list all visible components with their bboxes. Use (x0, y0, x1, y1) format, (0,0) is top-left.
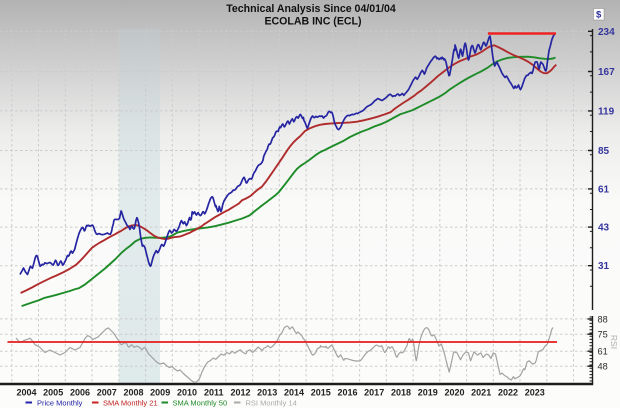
svg-text:2015: 2015 (311, 388, 331, 398)
svg-text:SMA Monthly 21: SMA Monthly 21 (103, 399, 158, 408)
svg-text:RSI Monthly 14: RSI Monthly 14 (246, 399, 297, 408)
svg-text:2023: 2023 (525, 388, 545, 398)
svg-text:2016: 2016 (337, 388, 357, 398)
svg-text:2012: 2012 (230, 388, 250, 398)
svg-text:$: $ (596, 10, 602, 21)
svg-text:2017: 2017 (364, 388, 384, 398)
svg-text:2014: 2014 (284, 388, 304, 398)
svg-text:2006: 2006 (70, 388, 90, 398)
svg-text:31: 31 (598, 261, 610, 272)
svg-text:2005: 2005 (43, 388, 63, 398)
svg-text:2004: 2004 (16, 388, 36, 398)
svg-text:2010: 2010 (177, 388, 197, 398)
svg-text:85: 85 (598, 146, 610, 157)
svg-text:2020: 2020 (444, 388, 464, 398)
svg-text:2007: 2007 (97, 388, 117, 398)
svg-text:61: 61 (598, 347, 608, 357)
svg-text:119: 119 (598, 106, 615, 117)
svg-text:2021: 2021 (471, 388, 491, 398)
svg-text:61: 61 (598, 184, 610, 195)
svg-text:43: 43 (598, 223, 610, 234)
svg-text:2013: 2013 (257, 388, 277, 398)
svg-text:2011: 2011 (204, 388, 224, 398)
svg-text:Price Monthly: Price Monthly (37, 399, 83, 408)
svg-text:48: 48 (598, 362, 608, 372)
svg-text:88: 88 (598, 314, 608, 324)
svg-text:75: 75 (598, 330, 608, 340)
svg-text:2009: 2009 (150, 388, 170, 398)
svg-text:167: 167 (598, 67, 615, 78)
svg-text:2019: 2019 (418, 388, 438, 398)
svg-text:2018: 2018 (391, 388, 411, 398)
svg-text:ECOLAB INC (ECL): ECOLAB INC (ECL) (264, 16, 361, 28)
svg-text:2022: 2022 (498, 388, 518, 398)
svg-text:Technical Analysis Since 04/01: Technical Analysis Since 04/01/04 (226, 3, 396, 15)
svg-text:SMA Monthly 50: SMA Monthly 50 (173, 399, 228, 408)
svg-text:234: 234 (598, 27, 615, 38)
svg-text:RSI: RSI (609, 335, 619, 349)
svg-text:2008: 2008 (123, 388, 143, 398)
